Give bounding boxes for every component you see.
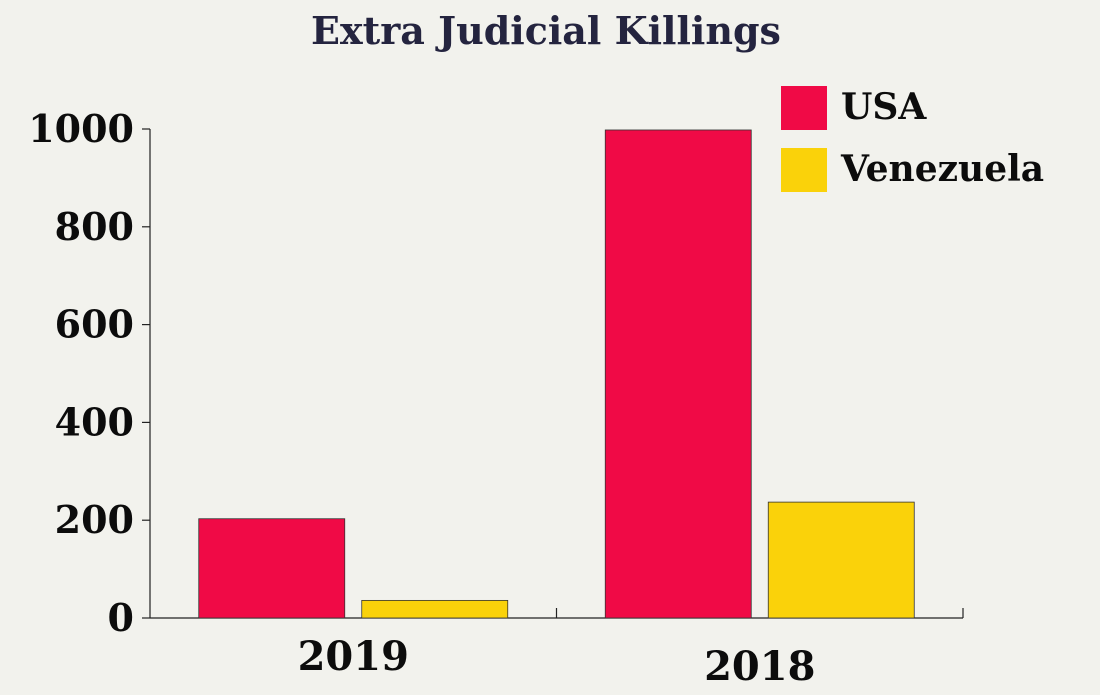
bar-usa-2019 (198, 518, 346, 619)
bar-usa-2018 (604, 129, 752, 619)
y-axis: 0 200 400 600 800 1000 (28, 106, 151, 640)
legend-label: Venezuela (840, 148, 1044, 190)
bar-venezuela-2018 (767, 501, 915, 619)
bars (198, 129, 915, 619)
y-tick-label: 1000 (28, 106, 134, 151)
x-category-label: 2018 (704, 643, 815, 690)
x-category-label: 2019 (298, 633, 409, 680)
bar-venezuela-2019 (361, 599, 509, 619)
y-tick-label: 0 (108, 595, 134, 640)
chart-title: Extra Judicial Killings (311, 8, 781, 53)
y-tick-label: 400 (55, 399, 134, 444)
legend-label: USA (841, 86, 927, 128)
y-tick-label: 800 (55, 204, 134, 249)
y-tick-label: 600 (55, 302, 134, 347)
legend-swatch (781, 86, 827, 130)
y-tick-label: 200 (55, 497, 134, 542)
x-axis: 2019 2018 (150, 608, 964, 690)
legend-swatch (781, 148, 827, 192)
legend: USA Venezuela (781, 86, 1044, 192)
